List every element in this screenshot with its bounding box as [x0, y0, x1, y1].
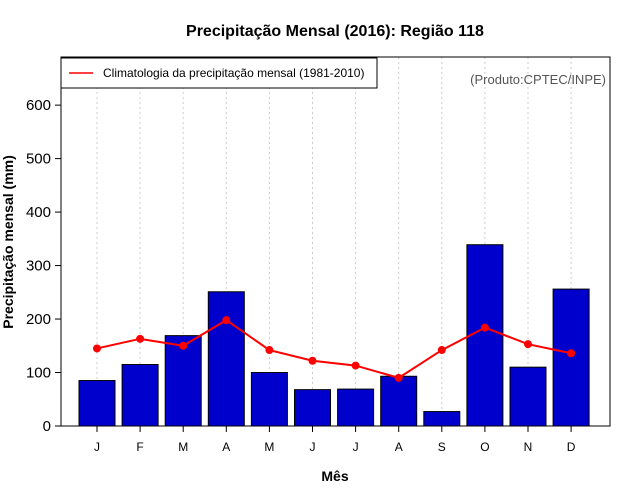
- legend: Climatologia da precipitação mensal (198…: [60, 57, 378, 89]
- x-tick-label-10: O: [480, 440, 489, 454]
- y-tick-label: 200: [26, 311, 51, 328]
- bar-1: [78, 380, 116, 427]
- y-tick-label: 300: [26, 258, 51, 275]
- bar-10: [466, 244, 504, 427]
- x-tick-label-7: J: [353, 440, 359, 454]
- x-tick-label-8: A: [395, 440, 403, 454]
- grid-lines: [96, 57, 572, 426]
- climatology-point-10: [480, 323, 489, 332]
- bar-3: [164, 335, 202, 427]
- climatology-point-2: [136, 334, 145, 343]
- y-axis: 0 100 200 300 400 500 600: [26, 97, 62, 435]
- bar-6: [294, 389, 331, 427]
- bar-series: [78, 244, 590, 427]
- bar-5: [250, 372, 288, 427]
- climatology-line: [96, 318, 572, 379]
- climatology-point-9: [437, 346, 446, 355]
- x-tick-label-4: A: [222, 440, 230, 454]
- climatology-point-1: [93, 344, 101, 353]
- y-tick-label: 400: [26, 204, 51, 221]
- product-credit: (Produto:CPTEC/INPE): [470, 72, 606, 87]
- climatology-point-3: [179, 341, 188, 350]
- x-tick-label-5: M: [264, 440, 274, 454]
- y-tick-label: 500: [26, 151, 51, 168]
- bar-7: [337, 388, 375, 427]
- y-tick-label: 600: [26, 97, 51, 114]
- bar-8: [380, 375, 418, 427]
- legend-label: Climatologia da precipitação mensal (198…: [103, 66, 364, 80]
- climatology-point-5: [265, 346, 274, 355]
- x-tick-label-9: S: [438, 440, 446, 454]
- climatology-point-7: [351, 361, 360, 370]
- x-axis-title: Mês: [321, 468, 348, 484]
- bar-9: [423, 411, 461, 427]
- y-axis-title: Precipitação mensal (mm): [0, 155, 16, 329]
- bar-4: [207, 291, 245, 427]
- x-tick-label-11: N: [524, 440, 533, 454]
- x-tick-label-6: J: [310, 440, 316, 454]
- climatology-point-11: [524, 340, 532, 349]
- climatology-point-6: [308, 356, 317, 365]
- climatology-series: [93, 316, 576, 382]
- bar-11: [509, 366, 547, 427]
- x-tick-label-1: J: [94, 440, 100, 454]
- x-tick-label-12: D: [567, 440, 576, 454]
- y-tick-label: 0: [43, 418, 51, 435]
- x-tick-label-2: F: [136, 440, 143, 454]
- bar-2: [121, 364, 159, 427]
- climatology-point-12: [567, 349, 576, 358]
- climatology-point-4: [222, 316, 231, 325]
- climatology-point-8: [394, 373, 403, 382]
- bar-12: [552, 288, 590, 427]
- legend-box: [60, 57, 378, 89]
- y-tick-label: 100: [26, 365, 51, 382]
- chart-title: Precipitação Mensal (2016): Região 118: [186, 23, 484, 40]
- x-tick-label-3: M: [178, 440, 188, 454]
